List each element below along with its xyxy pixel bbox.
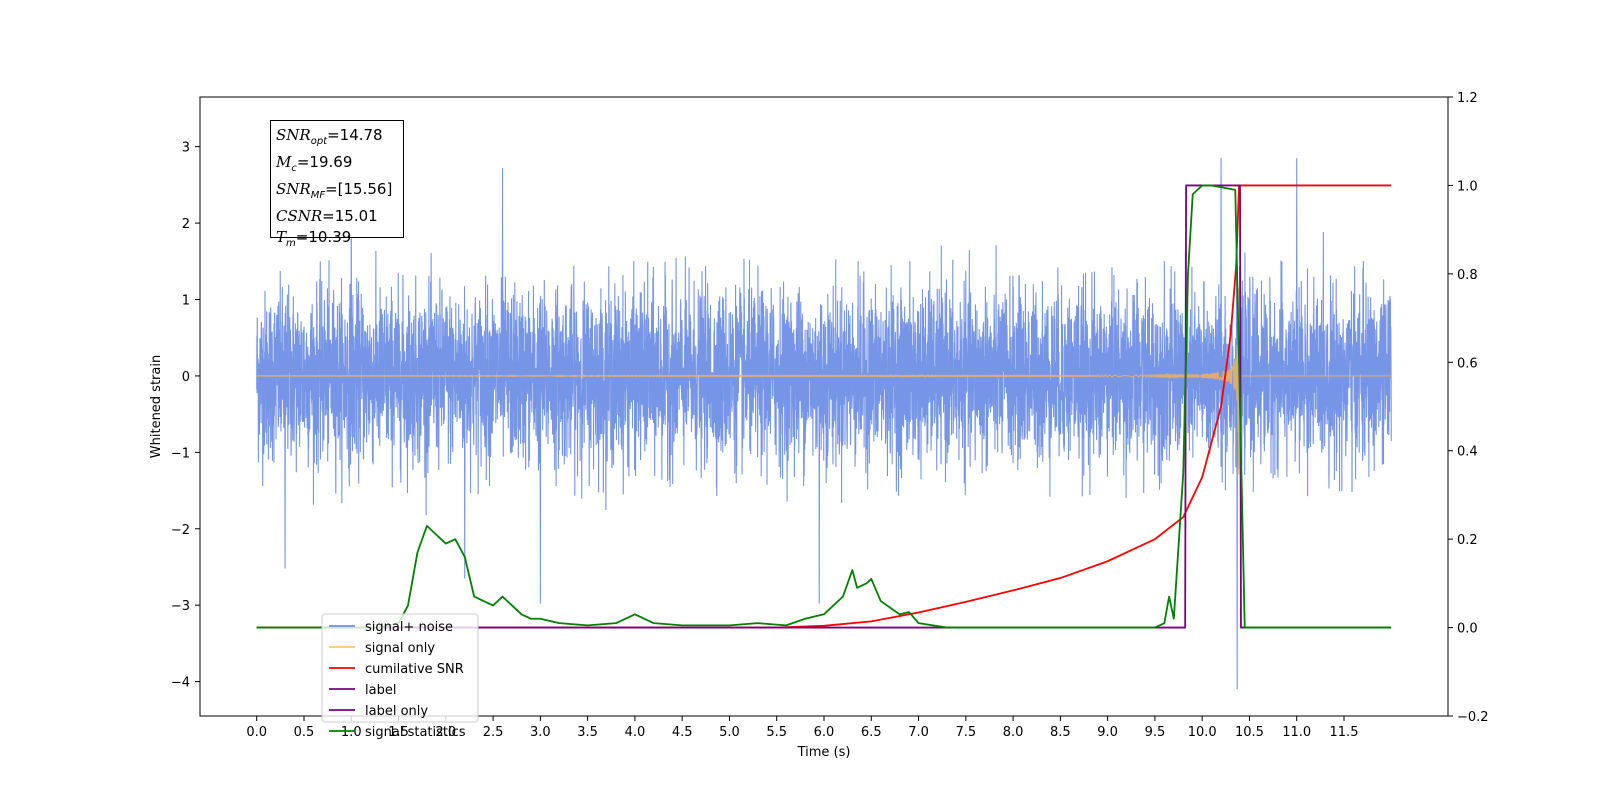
x-tick-label: 1.5 <box>388 725 409 740</box>
y2-tick-label: 1.0 <box>1457 179 1478 194</box>
legend-entry: signal only <box>365 641 435 656</box>
annotation-line-snr-mf: SNRMF=[15.56] <box>276 180 393 201</box>
x-tick-label: 6.0 <box>814 725 835 740</box>
y2-tick-label: 0.4 <box>1457 445 1478 460</box>
legend: signal+ noise signal only cumilative SNR la… <box>321 613 479 740</box>
x-tick-label: 9.5 <box>1145 725 1166 740</box>
x-tick-label: 9.0 <box>1097 725 1118 740</box>
legend-entry: label <box>365 683 396 698</box>
x-tick-label: 4.5 <box>672 725 693 740</box>
x-tick-label: 0.5 <box>294 725 315 740</box>
y2-tick-label: 0.6 <box>1457 356 1478 371</box>
legend-entry: signal statistics <box>365 725 466 740</box>
plot-area <box>256 158 1392 690</box>
annotation-line-mc: Mc=19.69 <box>276 153 353 174</box>
x-tick-label: 1.0 <box>341 725 362 740</box>
x-tick-label: 11.5 <box>1330 725 1359 740</box>
y-tick-label: 3 <box>182 141 190 156</box>
y-tick-label: 1 <box>182 294 190 309</box>
legend-frame <box>321 613 479 723</box>
x-tick-label: 11.0 <box>1282 725 1311 740</box>
annotation-line-snr-opt: SNRopt=14.78 <box>276 126 383 147</box>
y-tick-label: 0 <box>182 370 190 385</box>
series-signal-statistics <box>256 184 1392 629</box>
x-tick-label: 2.5 <box>483 725 504 740</box>
annotation-box: SNRopt=14.78 Mc=19.69 SNRMF=[15.56] CSNR… <box>270 120 404 249</box>
x-tick-label: 7.0 <box>908 725 929 740</box>
axes: 0.0 0.5 1.0 1.5 2.0 2.5 3.0 3.5 4.0 4.5 5.0 5.5 6.0 6… <box>149 91 1489 760</box>
y-axis-label: Whitened strain <box>149 355 164 458</box>
legend-entry: label only <box>365 704 428 719</box>
legend-entry: signal+ noise <box>365 620 453 635</box>
annotation-line-tm: Tm=10.39 <box>276 228 352 249</box>
x-tick-label: 10.0 <box>1188 725 1217 740</box>
y-tick-label: −4 <box>171 676 190 691</box>
x-tick-label: 5.0 <box>719 725 740 740</box>
y2-tick-label: 0.8 <box>1457 268 1478 283</box>
x-tick-label: 8.5 <box>1050 725 1071 740</box>
x-tick-label: 3.0 <box>530 725 551 740</box>
x-tick-label: 0.0 <box>246 725 267 740</box>
legend-entry: cumilative SNR <box>365 662 464 677</box>
y2-tick-label: 0.2 <box>1457 533 1478 548</box>
y-tick-label: −3 <box>171 599 190 614</box>
annotation-line-csnr: CSNR=15.01 <box>276 207 378 225</box>
y-tick-label: −1 <box>171 446 190 461</box>
series-signal-only <box>256 288 1392 475</box>
y-tick-label: 2 <box>182 217 190 232</box>
x-tick-label: 5.5 <box>766 725 787 740</box>
x-axis-label: Time (s) <box>797 745 851 760</box>
y2-tick-label: −0.2 <box>1457 710 1489 725</box>
x-tick-label: 6.5 <box>861 725 882 740</box>
x-tick-label: 10.5 <box>1235 725 1264 740</box>
y2-tick-label: 1.2 <box>1457 91 1478 106</box>
y2-tick-label: 0.0 <box>1457 622 1478 637</box>
x-tick-label: 3.5 <box>577 725 598 740</box>
y-tick-label: −2 <box>171 523 190 538</box>
x-tick-label: 8.0 <box>1003 725 1024 740</box>
x-tick-label: 7.5 <box>955 725 976 740</box>
x-tick-label: 4.0 <box>625 725 646 740</box>
series-signal-noise <box>256 158 1392 690</box>
x-tick-label: 2.0 <box>435 725 456 740</box>
